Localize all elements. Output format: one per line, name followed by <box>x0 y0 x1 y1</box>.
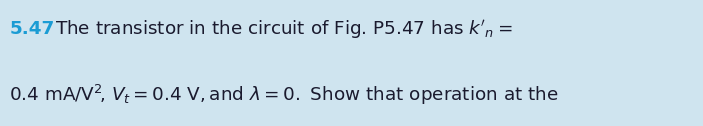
Text: 5.47: 5.47 <box>9 20 55 38</box>
Text: The transistor in the circuit of Fig. P5.47 has $k'_n =$: The transistor in the circuit of Fig. P5… <box>55 18 512 41</box>
Text: $0.4\ \mathrm{mA/V}^2\!\mathrm{,}\ V_t = 0.4\ \mathrm{V, and}\ \lambda = 0.\ \ma: $0.4\ \mathrm{mA/V}^2\!\mathrm{,}\ V_t =… <box>9 83 559 107</box>
